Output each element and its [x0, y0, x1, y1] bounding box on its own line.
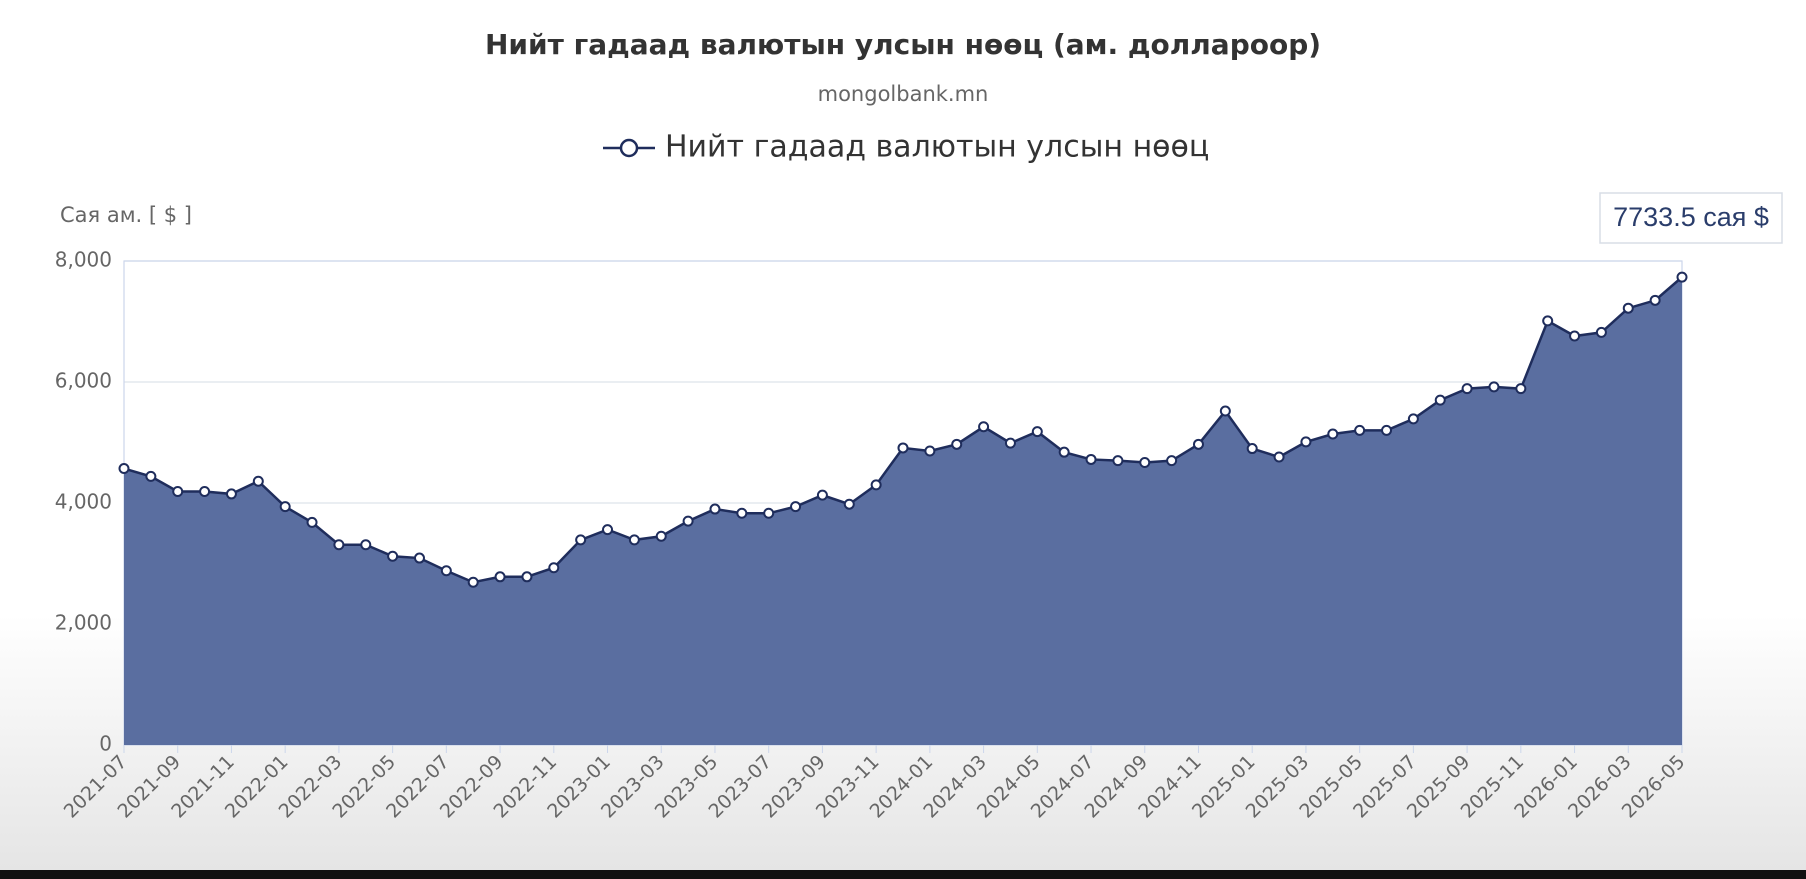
- marker: [1166, 455, 1178, 467]
- marker: [145, 470, 157, 482]
- tooltip: 7733.5 сая $: [1599, 192, 1783, 244]
- marker: [548, 562, 560, 574]
- marker: [1676, 271, 1688, 283]
- marker: [790, 501, 802, 513]
- marker: [494, 571, 506, 583]
- y-axis-label: Сая ам. [ $ ]: [60, 203, 192, 227]
- marker: [1595, 326, 1607, 338]
- marker: [602, 524, 614, 536]
- y-tick-label: 2,000: [55, 611, 112, 635]
- marker: [763, 507, 775, 519]
- marker: [1381, 424, 1393, 436]
- chart-subtitle: mongolbank.mn: [818, 82, 989, 106]
- marker: [1434, 394, 1446, 406]
- marker: [575, 534, 587, 546]
- marker: [1488, 381, 1500, 393]
- marker: [1354, 424, 1366, 436]
- marker: [1246, 443, 1258, 455]
- marker: [897, 442, 909, 454]
- y-tick-label: 0: [99, 732, 112, 756]
- marker: [816, 489, 828, 501]
- marker: [279, 501, 291, 513]
- marker: [951, 438, 963, 450]
- marker: [870, 479, 882, 491]
- marker: [440, 565, 452, 577]
- marker: [1327, 428, 1339, 440]
- marker: [682, 515, 694, 527]
- legend-label: Нийт гадаад валютын улсын нөөц: [665, 130, 1209, 165]
- legend: Нийт гадаад валютын улсын нөөц: [603, 130, 1209, 165]
- marker: [252, 475, 264, 487]
- marker: [1112, 455, 1124, 467]
- marker: [1461, 383, 1473, 395]
- marker: [924, 445, 936, 457]
- marker: [1622, 302, 1634, 314]
- marker: [1273, 451, 1285, 463]
- marker: [1569, 330, 1581, 342]
- legend-marker: [619, 138, 639, 158]
- area: [124, 277, 1682, 745]
- marker: [1219, 405, 1231, 417]
- marker: [1085, 453, 1097, 465]
- marker: [1192, 438, 1204, 450]
- marker: [978, 421, 990, 433]
- marker: [736, 507, 748, 519]
- marker: [1542, 315, 1554, 327]
- y-tick-label: 6,000: [55, 369, 112, 393]
- marker: [628, 534, 640, 546]
- chart-title: Нийт гадаад валютын улсын нөөц (ам. долл…: [485, 28, 1321, 61]
- marker: [1031, 426, 1043, 438]
- marker: [333, 539, 345, 551]
- y-tick-label: 8,000: [55, 248, 112, 272]
- marker: [709, 503, 721, 515]
- marker: [1058, 446, 1070, 458]
- marker: [387, 550, 399, 562]
- marker: [1300, 436, 1312, 448]
- marker: [172, 486, 184, 498]
- marker: [199, 486, 211, 498]
- marker: [306, 516, 318, 528]
- marker: [467, 576, 479, 588]
- marker: [1649, 294, 1661, 306]
- marker: [1004, 437, 1016, 449]
- marker: [1515, 383, 1527, 395]
- bottom-strip: [0, 870, 1806, 879]
- marker: [413, 552, 425, 564]
- marker: [1139, 456, 1151, 468]
- tooltip-box: [1599, 192, 1783, 244]
- marker: [118, 463, 130, 475]
- marker: [843, 498, 855, 510]
- y-tick-label: 4,000: [55, 490, 112, 514]
- marker: [655, 530, 667, 542]
- marker: [225, 488, 237, 500]
- tooltip-label: 7733.5 сая $: [1613, 202, 1769, 232]
- marker: [360, 539, 372, 551]
- marker: [521, 571, 533, 583]
- marker: [1407, 413, 1419, 425]
